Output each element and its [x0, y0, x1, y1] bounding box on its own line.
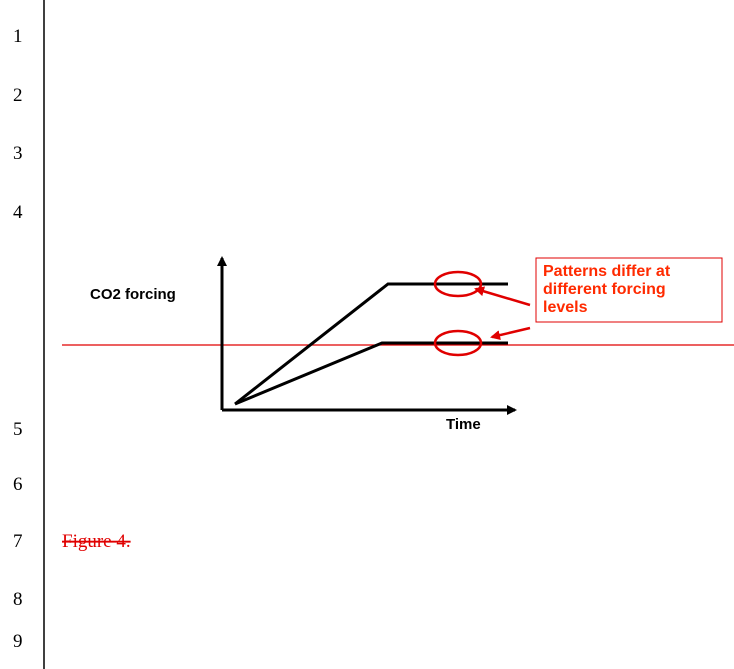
line-number: 8	[13, 589, 23, 610]
line-number: 4	[13, 202, 23, 223]
line-number: 3	[13, 143, 23, 164]
line-number: 6	[13, 474, 23, 495]
annotation-line: Patterns differ at	[543, 263, 671, 280]
line-number: 1	[13, 26, 23, 47]
line-number: 9	[13, 631, 23, 652]
x-label: Time	[446, 416, 481, 433]
line-number: 7	[13, 531, 23, 552]
arrow	[474, 286, 531, 307]
low-curve	[234, 341, 508, 406]
line-number: 5	[13, 419, 23, 440]
caption: Figure 4.	[62, 531, 131, 552]
circle	[433, 270, 483, 298]
high-curve	[234, 282, 508, 406]
annotation-line: levels	[543, 299, 588, 316]
circle	[433, 329, 483, 357]
arrow	[490, 326, 531, 341]
line-numbers: 1 2 3 4 5 6 7 8 9	[13, 26, 23, 652]
y-label: CO2 forcing	[90, 286, 176, 303]
annotation-line: different forcing	[543, 281, 666, 298]
annotation-box	[535, 257, 723, 323]
line-number: 2	[13, 85, 23, 106]
